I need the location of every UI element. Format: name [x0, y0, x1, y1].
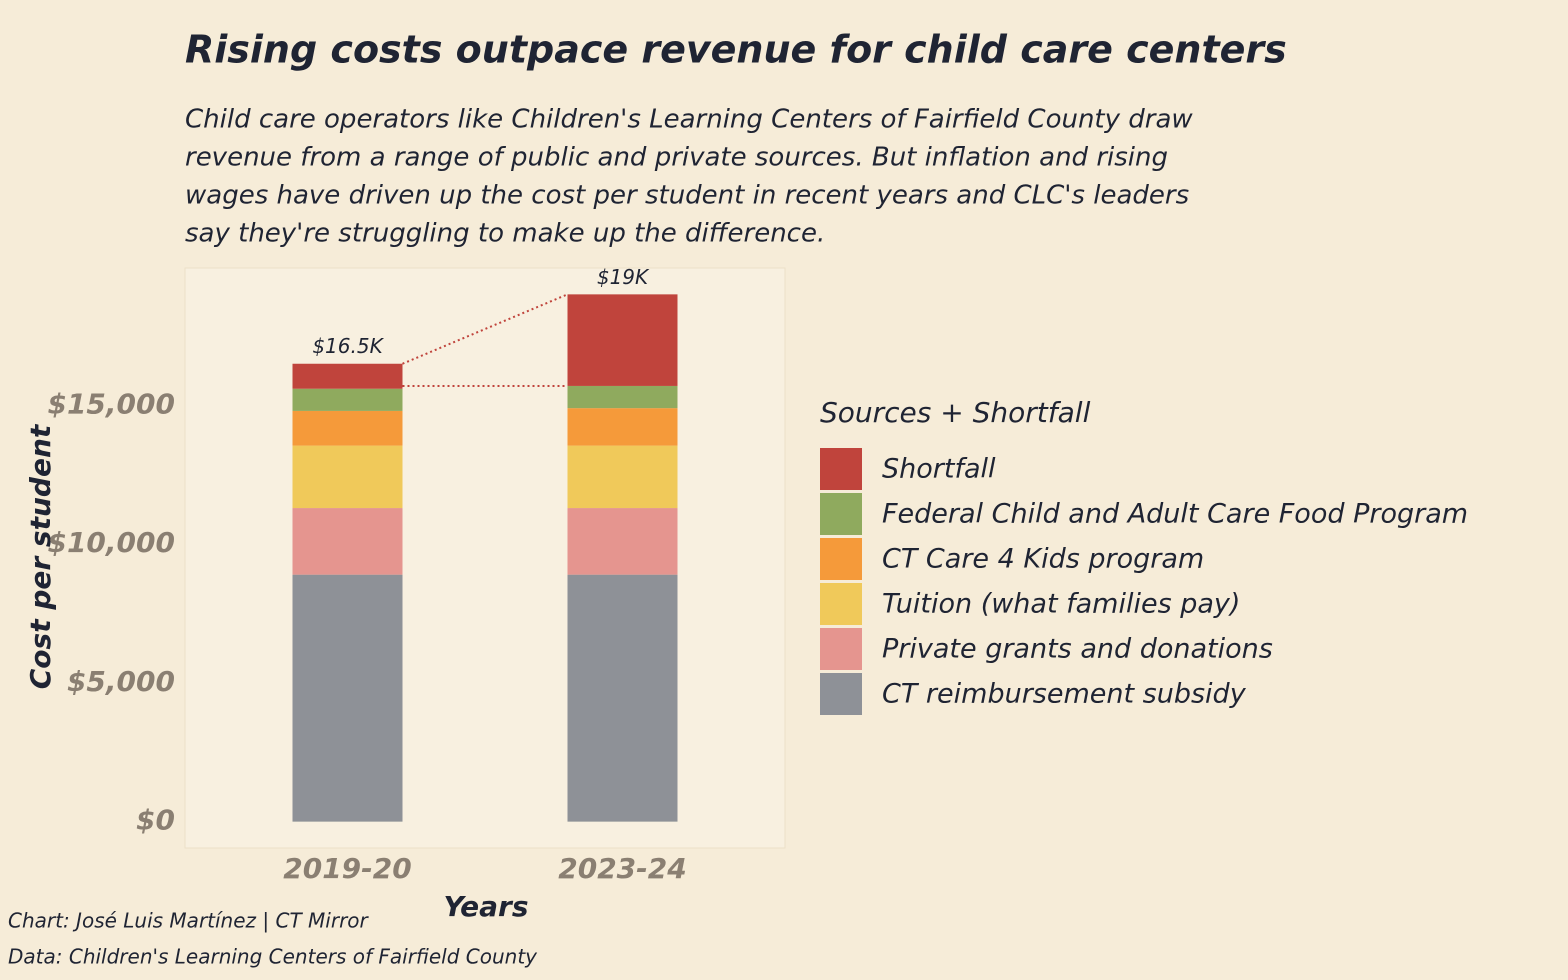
bar-segment	[292, 445, 403, 509]
bar-segment	[292, 363, 403, 389]
legend-label: CT Care 4 Kids program	[882, 544, 1204, 575]
y-axis-label: Cost per student	[24, 423, 57, 689]
legend-label: Tuition (what families pay)	[882, 589, 1240, 620]
bar-segment	[567, 408, 678, 446]
subtitle-line: revenue from a range of public and priva…	[185, 143, 1168, 173]
bar-segment	[567, 445, 678, 509]
x-axis-label: Years	[443, 890, 528, 923]
caption: Chart: José Luis Martínez | CT Mirror	[8, 909, 370, 933]
x-tick-label: 2019-20	[283, 852, 412, 885]
subtitle-line: wages have driven up the cost per studen…	[185, 181, 1189, 211]
y-tick-label: $10,000	[47, 526, 175, 559]
legend-label: Shortfall	[882, 454, 996, 485]
legend-swatch	[820, 673, 862, 715]
legend-swatch	[820, 583, 862, 625]
total-label: $16.5K	[312, 334, 384, 358]
y-tick-label: $15,000	[47, 387, 175, 420]
bar-segment	[292, 410, 403, 446]
legend-title: Sources + Shortfall	[820, 396, 1091, 429]
bar-segment	[292, 388, 403, 411]
y-tick-label: $0	[136, 804, 175, 837]
subtitle-line: say they're struggling to make up the di…	[185, 219, 825, 249]
legend-label: CT reimbursement subsidy	[882, 679, 1247, 710]
y-tick-label: $5,000	[67, 665, 175, 698]
legend-swatch	[820, 628, 862, 670]
bar-segment	[292, 508, 403, 575]
subtitle-line: Child care operators like Children's Lea…	[185, 105, 1193, 135]
legend-swatch	[820, 493, 862, 535]
legend-swatch	[820, 448, 862, 490]
bar-segment	[567, 508, 678, 575]
chart-title: Rising costs outpace revenue for child c…	[185, 28, 1287, 72]
x-tick-label: 2023-24	[558, 852, 687, 885]
legend-swatch	[820, 538, 862, 580]
bar-segment	[567, 385, 678, 409]
bar-segment	[292, 574, 403, 822]
bar-segment	[567, 294, 678, 386]
legend-label: Federal Child and Adult Care Food Progra…	[882, 499, 1468, 530]
plot-panel	[184, 267, 786, 849]
bar-segment	[567, 574, 678, 822]
caption: Data: Children's Learning Centers of Fai…	[8, 945, 538, 969]
legend-label: Private grants and donations	[882, 634, 1273, 665]
total-label: $19K	[597, 265, 650, 289]
